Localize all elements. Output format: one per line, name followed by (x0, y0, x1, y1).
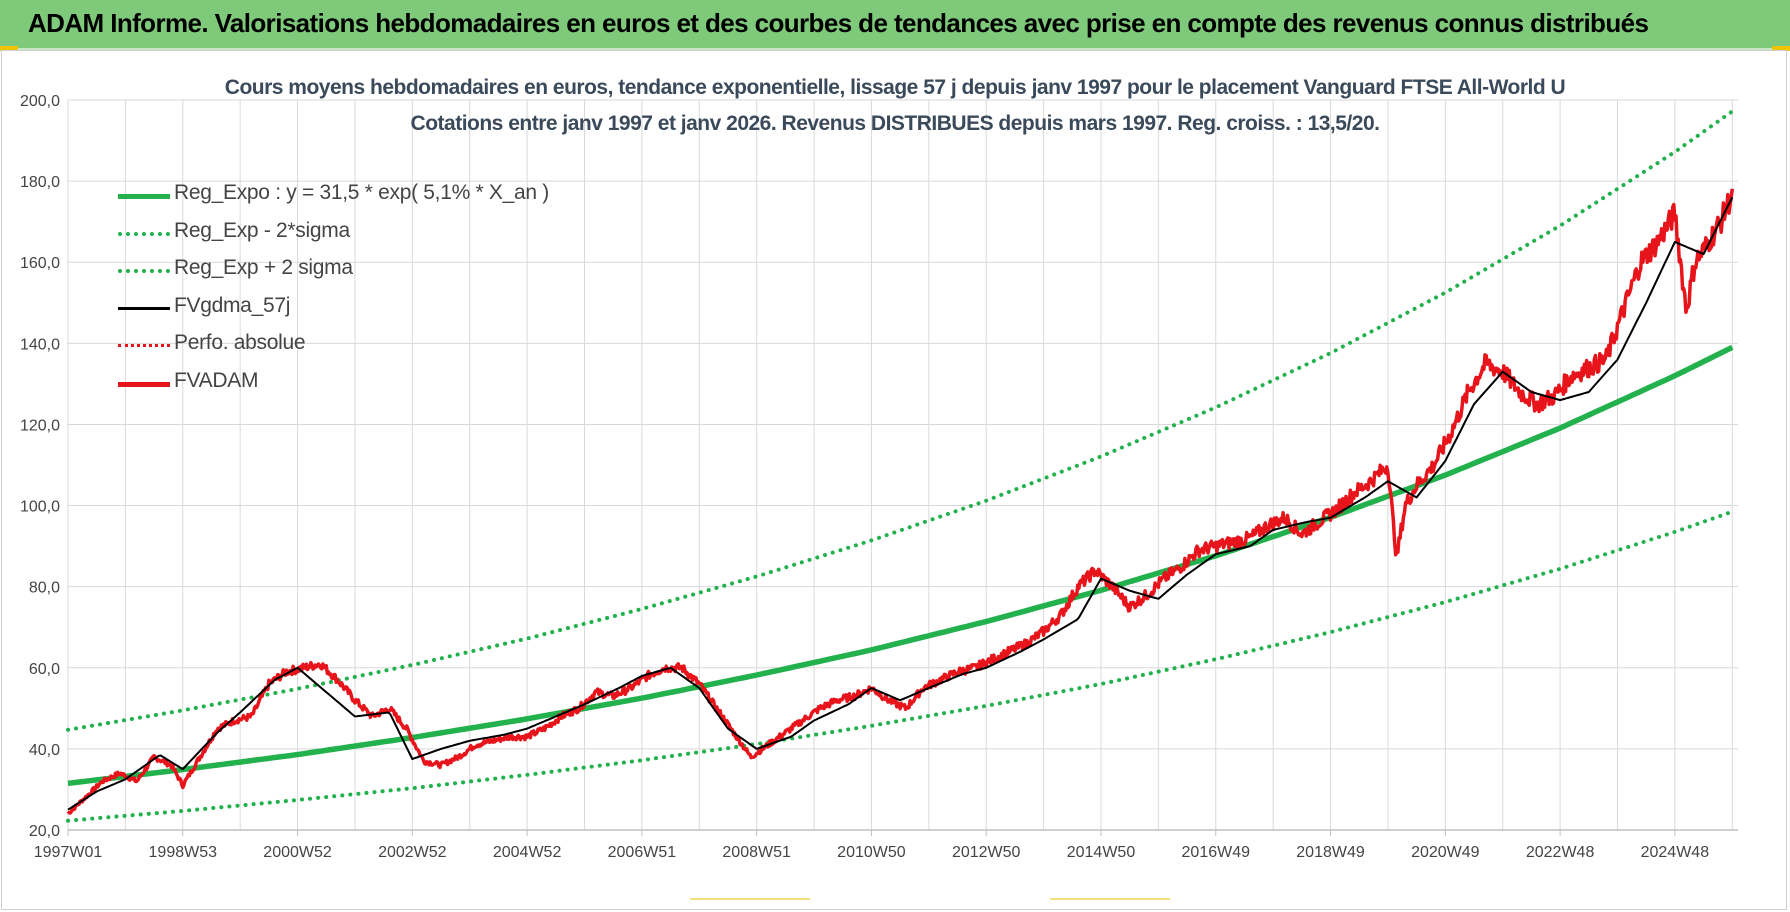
x-tick-label: 2012W50 (952, 844, 1021, 861)
y-tick-label: 180,0 (20, 174, 60, 191)
legend-swatch-fvadam (118, 381, 170, 387)
y-tick-label: 160,0 (20, 255, 60, 272)
corner-marker-right (1772, 46, 1790, 51)
legend-label-reg-expo: Reg_Expo : y = 31,5 * exp( 5,1% * X_an ) (174, 181, 549, 204)
x-tick-label: 2010W50 (837, 844, 906, 861)
x-tick-label: 2024W48 (1641, 844, 1710, 861)
x-tick-label: 2000W52 (263, 844, 332, 861)
legend-label-perfo: Perfo. absolue (174, 331, 306, 355)
legend-swatch-reg-exp-minus (118, 231, 170, 236)
banner-title: ADAM Informe. Valorisations hebdomadaire… (28, 8, 1649, 38)
y-tick-label: 120,0 (20, 417, 60, 434)
y-tick-label: 140,0 (20, 336, 60, 353)
y-tick-label: 80,0 (29, 580, 60, 597)
y-tick-label: 40,0 (29, 742, 60, 759)
x-tick-label: 2020W49 (1411, 844, 1480, 861)
bottom-marker-2 (1050, 898, 1170, 900)
legend-swatch-fvgdma (118, 306, 170, 310)
bottom-marker-1 (690, 898, 810, 900)
legend-swatch-reg-exp-plus (118, 269, 170, 274)
x-tick-label: 2016W49 (1182, 844, 1251, 861)
chart-frame (1, 50, 1787, 910)
x-tick-label: 2008W51 (722, 844, 791, 861)
x-tick-label: 1998W53 (149, 844, 218, 861)
series-fvadam (66, 188, 1735, 815)
y-tick-label: 60,0 (29, 661, 60, 678)
y-tick-label: 100,0 (20, 499, 60, 516)
series-lines (66, 109, 1735, 823)
series-reg-exp-plus-2sigma (66, 109, 1735, 732)
y-tick-label: 200,0 (20, 93, 60, 110)
x-tick-label: 2018W49 (1296, 844, 1365, 861)
x-tick-label: 2014W50 (1067, 844, 1136, 861)
legend-swatch-reg-expo (118, 194, 170, 199)
y-tick-label: 20,0 (29, 823, 60, 840)
legend-swatch-perfo (118, 344, 170, 348)
grid-lines (67, 99, 1738, 831)
legend-label-reg-exp-minus: Reg_Exp - 2*sigma (174, 218, 350, 242)
legend-label-reg-exp-plus: Reg_Exp + 2 sigma (174, 256, 353, 280)
axis-labels: 20,0 40,0 60,0 80,0 100,0 120,0 140,0 160,0 180,… (20, 93, 1738, 861)
series-fvgdma-57j (67, 196, 1734, 811)
header-banner: ADAM Informe. Valorisations hebdomadaire… (0, 0, 1790, 50)
series-reg-expo (67, 344, 1734, 787)
corner-marker-left (0, 46, 18, 51)
legend-label-fvgdma: FVgdma_57j (174, 293, 291, 317)
legend-label-fvadam: FVADAM (174, 368, 259, 392)
x-tick-label: 1997W01 (34, 844, 103, 861)
x-tick-label: 2022W48 (1526, 844, 1595, 861)
chart-title-line2: Cotations entre janv 1997 et janv 2026. … (410, 112, 1380, 135)
x-tick-label: 2004W52 (493, 844, 562, 861)
x-tick-label: 2006W51 (608, 844, 677, 861)
x-tick-label: 2002W52 (378, 844, 447, 861)
chart-title-line1: Cours moyens hebdomadaires en euros, ten… (224, 76, 1566, 99)
